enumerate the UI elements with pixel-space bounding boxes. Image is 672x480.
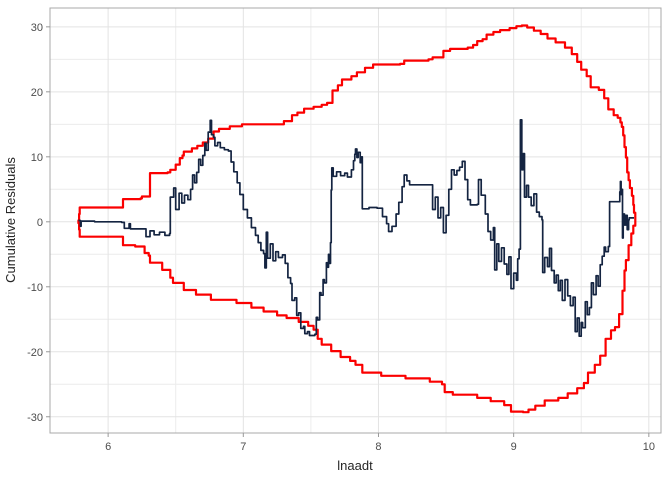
- y-tick-label: 0: [37, 217, 43, 229]
- x-axis-title: lnaadt: [337, 458, 373, 473]
- x-tick-label: 10: [643, 441, 655, 453]
- residual-line: [78, 118, 634, 338]
- x-tick-label: 7: [240, 441, 246, 453]
- y-tick-label: 30: [31, 22, 43, 34]
- x-tick-label: 6: [105, 441, 111, 453]
- envelope-line: [77, 24, 637, 414]
- x-tick-label: 9: [511, 441, 517, 453]
- y-tick-label: 20: [31, 87, 43, 99]
- chart-series: [77, 24, 637, 414]
- y-tick-label: -20: [27, 347, 43, 359]
- y-tick-label: 10: [31, 152, 43, 164]
- axis-ticks: 6 7 8 9 10 -30 -20 -10 0 10 20 30: [27, 22, 655, 453]
- y-axis-title: Cumulative Residuals: [3, 157, 18, 283]
- panel-border: [49, 7, 662, 434]
- x-tick-label: 8: [375, 441, 381, 453]
- y-tick-label: -30: [27, 412, 43, 424]
- gridlines: [50, 8, 661, 433]
- y-tick-label: -10: [27, 282, 43, 294]
- panel-border-rect: [49, 7, 662, 434]
